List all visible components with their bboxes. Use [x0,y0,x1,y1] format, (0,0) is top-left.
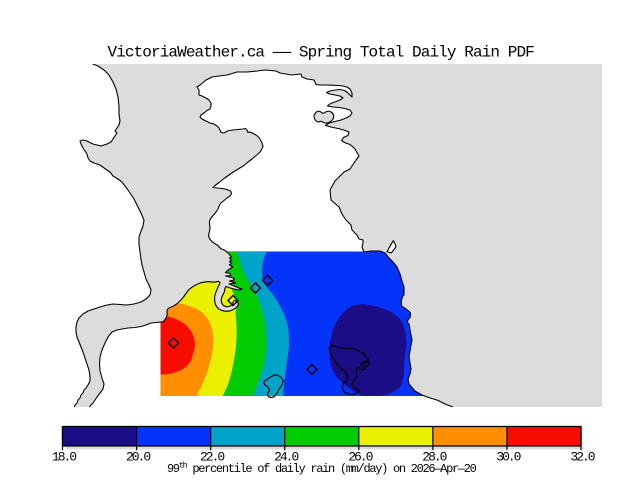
svg-text:VictoriaWeather.ca —— Spring T: VictoriaWeather.ca —— Spring Total Daily… [108,44,535,62]
svg-text:32.0: 32.0 [570,450,594,465]
svg-text:28.0: 28.0 [422,450,446,465]
svg-text:30.0: 30.0 [496,450,520,465]
svg-text:18.0: 18.0 [52,450,76,465]
svg-text:20.0: 20.0 [126,450,150,465]
svg-text:24.0: 24.0 [274,450,298,465]
svg-text:99th percentile of daily rain: 99th percentile of daily rain (mm/day) o… [167,461,477,477]
svg-text:26.0: 26.0 [348,450,372,465]
svg-text:22.0: 22.0 [200,450,224,465]
